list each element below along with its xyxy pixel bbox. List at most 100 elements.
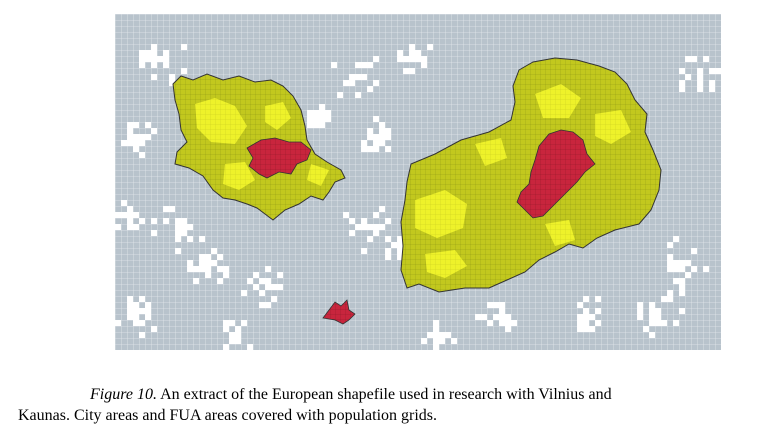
- empty-grid-cell: [679, 260, 685, 266]
- empty-grid-cell: [643, 326, 649, 332]
- empty-grid-cell: [355, 92, 361, 98]
- empty-grid-cell: [391, 242, 397, 248]
- empty-grid-cell: [133, 320, 139, 326]
- empty-grid-cell: [217, 254, 223, 260]
- empty-grid-cell: [223, 344, 229, 350]
- empty-grid-cell: [397, 236, 403, 242]
- empty-grid-cell: [367, 62, 373, 68]
- empty-grid-cell: [277, 272, 283, 278]
- empty-grid-cell: [373, 212, 379, 218]
- empty-grid-cell: [685, 74, 691, 80]
- empty-grid-cell: [697, 86, 703, 92]
- figure-label: Figure 10.: [90, 386, 157, 403]
- empty-grid-cell: [667, 296, 673, 302]
- empty-grid-cell: [205, 260, 211, 266]
- empty-grid-cell: [361, 248, 367, 254]
- empty-grid-cell: [223, 272, 229, 278]
- empty-grid-cell: [133, 122, 139, 128]
- empty-grid-cell: [193, 278, 199, 284]
- empty-grid-cell: [505, 326, 511, 332]
- empty-grid-cell: [361, 146, 367, 152]
- empty-grid-cell: [199, 260, 205, 266]
- empty-grid-cell: [577, 314, 583, 320]
- empty-grid-cell: [667, 290, 673, 296]
- empty-grid-cell: [175, 248, 181, 254]
- empty-grid-cell: [265, 284, 271, 290]
- empty-grid-cell: [313, 122, 319, 128]
- empty-grid-cell: [703, 56, 709, 62]
- empty-grid-cell: [685, 56, 691, 62]
- empty-grid-cell: [583, 314, 589, 320]
- empty-grid-cell: [271, 296, 277, 302]
- empty-grid-cell: [265, 266, 271, 272]
- empty-grid-cell: [685, 272, 691, 278]
- empty-grid-cell: [373, 230, 379, 236]
- empty-grid-cell: [697, 80, 703, 86]
- empty-grid-cell: [691, 56, 697, 62]
- empty-grid-cell: [697, 68, 703, 74]
- empty-grid-cell: [175, 236, 181, 242]
- empty-grid-cell: [451, 338, 457, 344]
- empty-grid-cell: [133, 314, 139, 320]
- empty-grid-cell: [127, 212, 133, 218]
- empty-grid-cell: [385, 128, 391, 134]
- empty-grid-cell: [427, 332, 433, 338]
- empty-grid-cell: [307, 122, 313, 128]
- empty-grid-cell: [145, 314, 151, 320]
- empty-grid-cell: [145, 50, 151, 56]
- empty-grid-cell: [205, 272, 211, 278]
- empty-grid-cell: [355, 74, 361, 80]
- empty-grid-cell: [439, 338, 445, 344]
- empty-grid-cell: [145, 302, 151, 308]
- empty-grid-cell: [169, 206, 175, 212]
- empty-grid-cell: [217, 278, 223, 284]
- empty-grid-cell: [139, 140, 145, 146]
- empty-grid-cell: [583, 308, 589, 314]
- empty-grid-cell: [349, 218, 355, 224]
- empty-grid-cell: [637, 308, 643, 314]
- empty-grid-cell: [163, 62, 169, 68]
- empty-grid-cell: [709, 80, 715, 86]
- map-figure: [115, 14, 721, 350]
- empty-grid-cell: [139, 308, 145, 314]
- empty-grid-cell: [325, 110, 331, 116]
- empty-grid-cell: [307, 110, 313, 116]
- empty-grid-cell: [361, 218, 367, 224]
- empty-grid-cell: [409, 68, 415, 74]
- empty-grid-cell: [385, 236, 391, 242]
- empty-grid-cell: [151, 56, 157, 62]
- vilnius-city: [516, 129, 596, 219]
- empty-grid-cell: [163, 218, 169, 224]
- empty-grid-cell: [373, 80, 379, 86]
- caption-text-line2: Kaunas. City areas and FUA areas covered…: [18, 407, 438, 424]
- empty-grid-cell: [313, 110, 319, 116]
- empty-grid-cell: [415, 56, 421, 62]
- empty-grid-cell: [169, 74, 175, 80]
- empty-grid-cell: [145, 122, 151, 128]
- empty-grid-cell: [241, 290, 247, 296]
- empty-grid-cell: [649, 302, 655, 308]
- empty-grid-cell: [667, 242, 673, 248]
- empty-grid-cell: [499, 308, 505, 314]
- empty-grid-cell: [139, 152, 145, 158]
- empty-grid-cell: [379, 206, 385, 212]
- empty-grid-cell: [319, 122, 325, 128]
- empty-grid-cell: [649, 332, 655, 338]
- empty-grid-cell: [427, 44, 433, 50]
- empty-grid-cell: [133, 134, 139, 140]
- empty-grid-cell: [679, 86, 685, 92]
- empty-grid-cell: [487, 320, 493, 326]
- empty-grid-cell: [421, 338, 427, 344]
- empty-grid-cell: [691, 266, 697, 272]
- empty-grid-cell: [127, 140, 133, 146]
- empty-grid-cell: [151, 128, 157, 134]
- empty-grid-cell: [715, 68, 721, 74]
- empty-grid-cell: [187, 224, 193, 230]
- empty-grid-cell: [421, 62, 427, 68]
- empty-grid-cell: [187, 260, 193, 266]
- empty-grid-cell: [139, 50, 145, 56]
- empty-grid-cell: [235, 338, 241, 344]
- empty-grid-cell: [679, 278, 685, 284]
- empty-grid-cell: [703, 266, 709, 272]
- empty-grid-cell: [343, 212, 349, 218]
